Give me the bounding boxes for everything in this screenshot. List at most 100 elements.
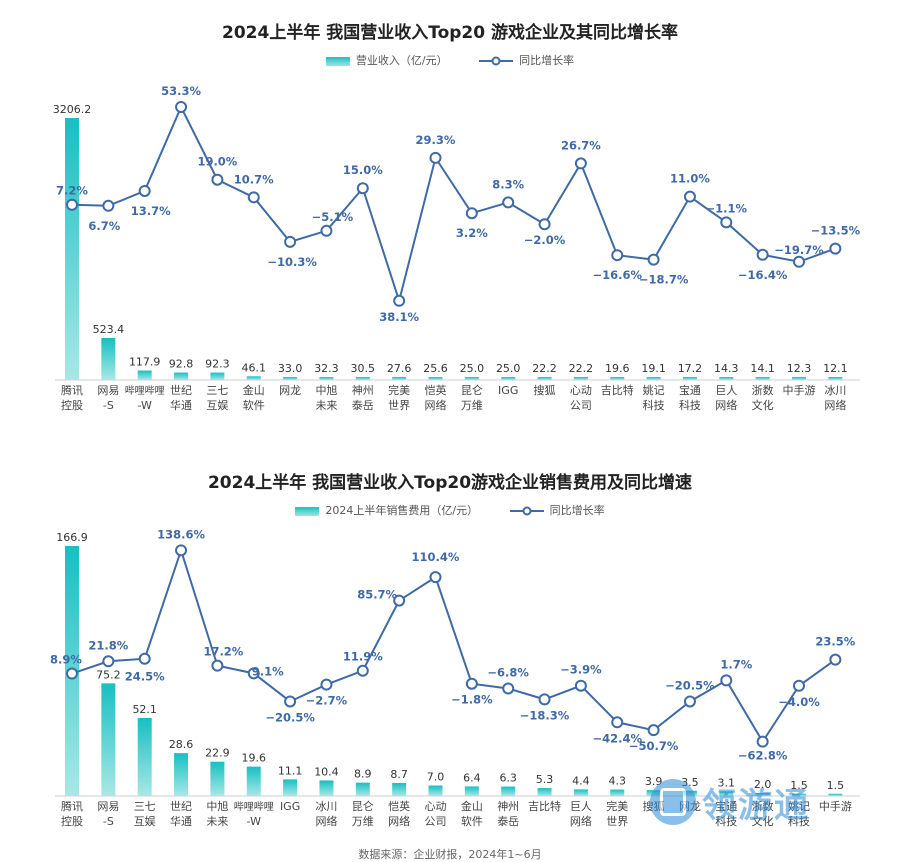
- bar-15: [573, 377, 588, 380]
- category-label: 吉比特: [601, 383, 634, 397]
- growth-rate-label: 38.1%: [379, 310, 419, 324]
- category-label: 科技: [679, 398, 701, 412]
- bar-19: [719, 791, 734, 796]
- category-label: 科技: [643, 398, 665, 412]
- growth-rate-point: [829, 653, 842, 666]
- category-label: 网络: [425, 398, 447, 412]
- bar-17: [646, 377, 661, 380]
- growth-rate-label: −1.1%: [706, 201, 748, 215]
- category-label: 金山: [461, 799, 483, 813]
- bar-4: [174, 372, 189, 380]
- growth-rate-point: [102, 199, 115, 212]
- bar-value-label: 30.5: [351, 362, 376, 375]
- category-label: 文化: [752, 814, 774, 828]
- bar-5: [210, 761, 225, 796]
- growth-rate-point: [756, 248, 769, 261]
- bar-7: [283, 377, 298, 380]
- bar-21: [792, 377, 806, 380]
- category-label: 腾讯: [61, 799, 83, 813]
- category-label: 神州: [497, 799, 519, 813]
- bar-12: [464, 786, 479, 796]
- bar-value-label: 19.6: [242, 752, 267, 765]
- category-label: 控股: [61, 398, 83, 412]
- bar-value-label: 25.0: [460, 362, 485, 375]
- bar-19: [719, 377, 734, 380]
- category-label: 公司: [570, 399, 592, 412]
- bar-3: [137, 370, 152, 380]
- bar-value-label: 117.9: [129, 356, 161, 369]
- category-label: -S: [103, 815, 114, 828]
- watermark-logo: 领游通: [650, 774, 868, 830]
- bar-value-label: 4.4: [572, 774, 590, 787]
- growth-rate-point: [793, 679, 805, 692]
- bar-12: [464, 377, 479, 380]
- category-label: 昆仑: [352, 799, 374, 813]
- growth-rate-label: 7.2%: [56, 184, 88, 198]
- growth-rate-point: [247, 667, 260, 680]
- bar-8: [319, 780, 334, 796]
- bar-value-label: 14.3: [714, 362, 739, 375]
- category-label: 宝通: [679, 383, 701, 397]
- chart2-plot: 166.9 75.2 52.1 28.6 22.9 19.6 11.1 10.4 8.9 8.7 7…: [50, 527, 860, 828]
- growth-rate-point: [356, 664, 369, 677]
- category-label: 世界: [606, 815, 628, 828]
- bar-value-label: 25.6: [423, 362, 448, 375]
- growth-rate-label: −6.8%: [487, 665, 529, 679]
- bar-value-label: 166.9: [56, 531, 88, 544]
- category-label: 三七: [206, 384, 228, 397]
- category-label: 姚记: [788, 799, 810, 813]
- bar-value-label: 52.1: [132, 703, 157, 716]
- bar-6: [246, 766, 261, 796]
- bar-21: [792, 793, 806, 796]
- category-label: 世纪: [170, 800, 192, 813]
- growth-rate-label: 17.2%: [203, 645, 243, 659]
- category-label: 世纪: [170, 384, 192, 397]
- bar-value-label: 10.4: [314, 765, 339, 778]
- category-label: 中手游: [819, 799, 852, 813]
- bar-8: [319, 377, 334, 380]
- category-label: 网络: [388, 814, 410, 828]
- growth-rate-point: [393, 294, 406, 307]
- bar-16: [610, 377, 625, 380]
- bar-13: [501, 786, 516, 796]
- bar-value-label: 7.0: [427, 771, 445, 784]
- chart1-plot: 3206.2 523.4 117.9 92.8 92.3 46.1 33.0 32.3 30.5…: [53, 84, 861, 412]
- bar-value-label: 14.1: [750, 362, 775, 375]
- bar-swatch-icon: [325, 56, 350, 66]
- category-label: 巨人: [715, 384, 737, 397]
- growth-rate-label: 53.3%: [161, 84, 201, 98]
- growth-rate-point: [611, 249, 624, 262]
- growth-rate-label: −2.7%: [306, 694, 348, 708]
- category-label: 万维: [352, 815, 374, 828]
- category-label: -W: [247, 815, 262, 828]
- logo-icon: [650, 779, 696, 825]
- category-label: 网络: [715, 398, 737, 412]
- growth-rate-point: [284, 235, 297, 248]
- category-label: 浙数: [752, 800, 774, 813]
- category-label: -W: [137, 399, 152, 412]
- bar-22: [828, 793, 843, 796]
- growth-rate-point: [429, 151, 442, 164]
- growth-rate-point: [138, 652, 151, 665]
- bar-value-label: 28.6: [169, 738, 194, 751]
- growth-rate-point: [175, 101, 188, 114]
- growth-rate-label: −1.8%: [451, 693, 493, 707]
- growth-rate-label: −2.0%: [524, 233, 566, 247]
- growth-rate-point: [756, 735, 769, 748]
- growth-rate-point: [720, 674, 733, 687]
- line-swatch-icon: [509, 506, 544, 516]
- bar-13: [501, 377, 516, 380]
- growth-rate-point: [320, 678, 333, 691]
- category-label: 哔哩哔哩: [125, 384, 165, 397]
- growth-rate-label: −18.3%: [520, 708, 570, 722]
- category-label: 网易: [97, 384, 119, 397]
- category-label: 中手游: [783, 383, 816, 397]
- growth-rate-label: 29.3%: [416, 133, 456, 147]
- bar-value-label: 75.2: [96, 668, 121, 681]
- category-label: IGG: [280, 800, 300, 813]
- growth-rate-point: [647, 724, 660, 737]
- category-label: 网易: [97, 800, 119, 813]
- category-label: 姚记: [643, 383, 665, 397]
- category-label: 网络: [570, 814, 592, 828]
- category-label: 宝通: [715, 799, 737, 813]
